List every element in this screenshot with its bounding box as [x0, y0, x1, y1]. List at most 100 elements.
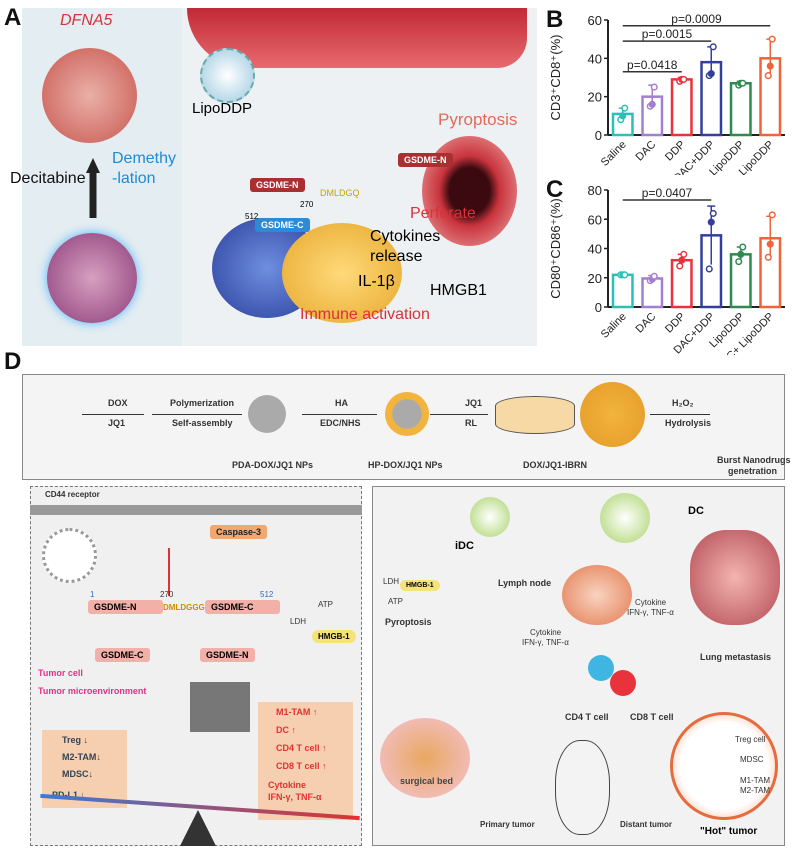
- bar: [611, 273, 634, 309]
- data-point: [707, 218, 715, 226]
- upregulated-box: [258, 702, 353, 820]
- data-point: [764, 253, 772, 261]
- lung-icon: [690, 530, 780, 625]
- release-label: release: [370, 248, 423, 265]
- x-tick-label: DAC: [633, 139, 658, 164]
- hmgb1-label: HMGB1: [430, 282, 487, 299]
- lymph-node-label: Lymph node: [498, 578, 552, 588]
- arrow-icon: [650, 414, 710, 415]
- data-point: [766, 240, 774, 248]
- site-label: 512: [245, 212, 259, 221]
- site-label: 270: [300, 200, 314, 209]
- legend-item: M1-TAM: [740, 776, 771, 785]
- dox-label: DOX: [108, 398, 128, 408]
- x-tick-label: DAC: [633, 311, 658, 336]
- data-point: [621, 271, 629, 279]
- up-item: CD8 T cell ↑: [276, 761, 327, 771]
- cytokine-label: Cytokine: [635, 598, 667, 607]
- cytokine-label: IFN-γ, TNF-α: [522, 638, 569, 647]
- hot-tumor-label: "Hot" tumor: [700, 826, 758, 837]
- panel-label-d: D: [4, 348, 22, 375]
- data-point: [705, 265, 713, 273]
- jq1-label: JQ1: [108, 418, 126, 428]
- distant-tumor-label: Distant tumor: [620, 820, 672, 829]
- down-item: M2-TAM↓: [62, 752, 101, 762]
- edc-label: EDC/NHS: [320, 418, 361, 428]
- panel-label-b: B: [546, 6, 564, 33]
- motif-label: DMLDGGG: [163, 603, 205, 612]
- legend-item: M2-TAM: [740, 786, 771, 795]
- cytokines-label: Cytokines: [370, 228, 441, 245]
- burst-label: Burst Nanodrugs: [717, 455, 791, 465]
- mouse-icon: [555, 740, 610, 835]
- arrow-up-icon: [86, 158, 100, 218]
- step-label: Polymerization: [170, 398, 235, 408]
- x-tick-label: Saline: [599, 139, 629, 169]
- dc-icon: [600, 493, 650, 543]
- bar: [670, 78, 693, 137]
- gsdme-c-tag: GSDME-C: [95, 648, 150, 662]
- caspase-3-tag: Caspase-3: [210, 525, 268, 539]
- gsdme-n-tag: GSDME-N: [398, 153, 453, 167]
- data-point: [676, 262, 684, 270]
- hp-label: HP-DOX/JQ1 NPs: [368, 460, 443, 470]
- gsdme-c-tag: GSDME-C: [205, 600, 280, 614]
- arrow-icon: [152, 414, 242, 415]
- up-item: DC ↑: [276, 725, 296, 735]
- cd8-label: CD8 T cell: [630, 712, 674, 722]
- lipoddp-label: LipoDDP: [192, 100, 253, 117]
- data-point: [680, 75, 688, 83]
- y-axis-label: CD80⁺CD86⁺(%): [548, 198, 563, 298]
- p-value-label: p=0.0009: [671, 12, 722, 26]
- site-label: 512: [260, 590, 274, 599]
- cytokine-label: IFN-γ, TNF-α: [627, 608, 674, 617]
- hmgb1-tag: HMGB-1: [400, 580, 440, 591]
- hydrolysis-label: Hydrolysis: [665, 418, 712, 428]
- data-point: [739, 243, 747, 251]
- legend-item: MDSC: [740, 755, 764, 764]
- up-item: Cytokine: [268, 780, 307, 790]
- il1b-label: IL-1β: [358, 273, 395, 290]
- panel-a-illustration: [22, 8, 537, 346]
- y-tick-label: 20: [588, 90, 602, 105]
- lung-metastasis-label: Lung metastasis: [700, 652, 772, 662]
- pda-label: PDA-DOX/JQ1 NPs: [232, 460, 314, 470]
- gsdme-c-tag: GSDME-C: [255, 218, 310, 232]
- jq1-label: JQ1: [465, 398, 483, 408]
- data-point: [678, 256, 686, 264]
- perforate-label: Perforate: [410, 205, 476, 222]
- data-point: [650, 272, 658, 280]
- data-point: [621, 104, 629, 112]
- methylated-tumor-cell-icon: [47, 233, 137, 323]
- p-value-label: p=0.0418: [627, 58, 678, 72]
- data-point: [707, 70, 715, 78]
- rl-label: RL: [465, 418, 477, 428]
- atp-label: ATP: [388, 597, 403, 606]
- x-tick-label: DDP: [663, 311, 688, 336]
- data-point: [619, 112, 627, 120]
- surgical-bed-icon: [380, 718, 470, 798]
- p-value-label: p=0.0407: [642, 186, 693, 200]
- y-tick-label: 0: [595, 128, 602, 143]
- burst-label: genetration: [728, 466, 778, 476]
- data-point: [768, 211, 776, 219]
- lymph-node-icon: [562, 565, 632, 625]
- cd4-cell-icon: [588, 655, 614, 681]
- y-tick-label: 40: [588, 242, 602, 257]
- bar: [729, 82, 752, 137]
- arrow-icon: [430, 414, 488, 415]
- data-point: [709, 43, 717, 51]
- step-label: Self-assembly: [172, 418, 233, 428]
- arrow-icon: [82, 414, 144, 415]
- pyroptosis-label: Pyroptosis: [438, 110, 518, 129]
- data-point: [737, 250, 745, 258]
- cd8-cell-icon: [610, 670, 636, 696]
- synthesis-scheme: [22, 374, 785, 480]
- p-value-label: p=0.0015: [642, 27, 693, 41]
- data-point: [766, 62, 774, 70]
- surgical-bed-label: surgical bed: [400, 776, 454, 786]
- cd44-label: CD44 receptor: [45, 490, 100, 499]
- tumor-cell-icon: [42, 48, 137, 143]
- atp-label: ATP: [318, 600, 333, 609]
